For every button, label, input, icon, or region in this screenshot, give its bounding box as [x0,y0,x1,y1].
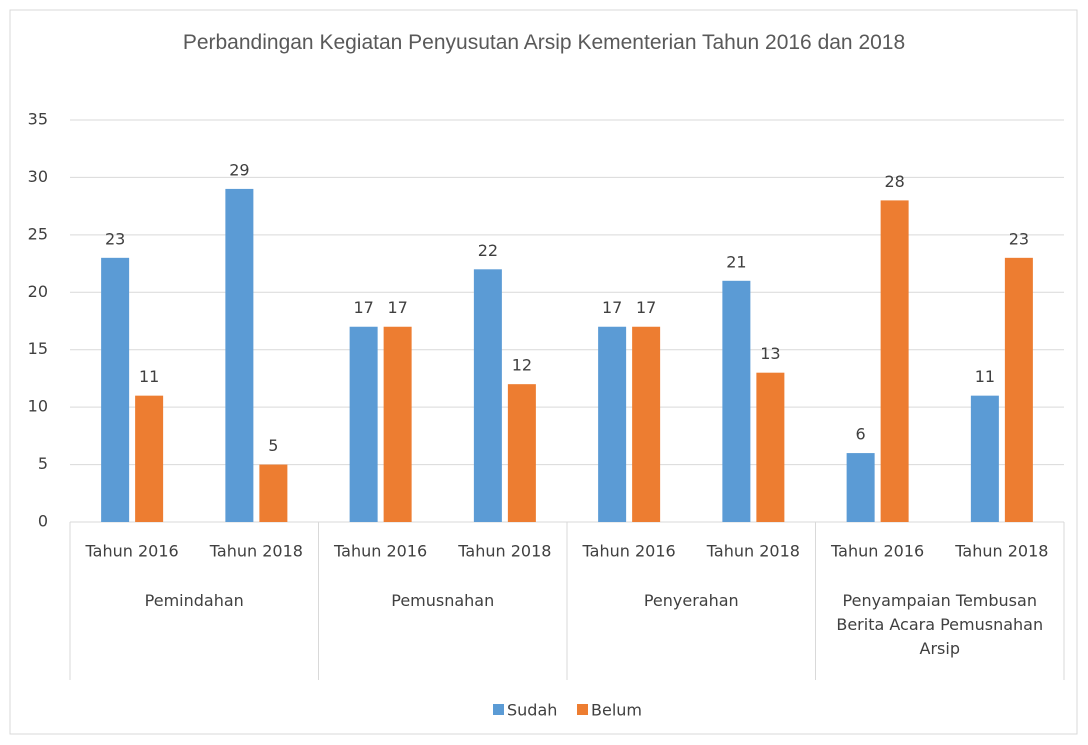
bar [473,269,502,522]
group-label: Pemusnahan [391,591,495,610]
bar [101,257,130,522]
data-label: 17 [636,298,656,317]
data-label: 23 [1009,229,1029,248]
bar [1004,257,1033,522]
data-label: 11 [139,367,159,386]
x-tick-label: Tahun 2018 [954,542,1048,561]
bar [970,395,999,522]
x-tick-label: Tahun 2018 [457,542,551,561]
group-label: Penyampaian Tembusan Berita Acara Pemusn… [836,591,1044,658]
y-tick-label: 30 [28,167,48,186]
x-tick-label: Tahun 2016 [333,542,427,561]
data-label: 17 [353,298,373,317]
bar [846,453,875,522]
y-tick-label: 15 [28,339,48,358]
data-label: 11 [975,367,995,386]
bar [349,326,378,522]
y-tick-label: 35 [28,110,48,129]
group-label: Penyerahan [643,591,739,610]
bar [135,395,164,522]
data-label: 22 [478,241,498,260]
data-label: 17 [387,298,407,317]
y-tick-label: 10 [28,397,48,416]
data-label: 12 [512,356,532,375]
data-label: 21 [726,252,746,271]
legend-label: Belum [591,701,642,720]
x-tick-label: Tahun 2018 [209,542,303,561]
y-tick-label: 25 [28,224,48,243]
bar [722,280,751,522]
chart-title: Perbandingan Kegiatan Penyusutan Arsip K… [182,31,906,54]
bar [507,384,536,522]
data-label: 17 [602,298,622,317]
bar [225,188,254,522]
y-tick-label: 20 [28,282,48,301]
legend-label: Sudah [507,701,557,720]
bar [383,326,412,522]
group-label: Pemindahan [144,591,244,610]
x-tick-label: Tahun 2016 [830,542,924,561]
x-tick-label: Tahun 2018 [706,542,800,561]
x-tick-label: Tahun 2016 [85,542,179,561]
data-label: 29 [229,160,249,179]
data-label: 5 [268,436,278,455]
bar [598,326,627,522]
bar [880,200,909,522]
y-tick-label: 5 [38,454,48,473]
bar [632,326,661,522]
x-tick-label: Tahun 2016 [582,542,676,561]
data-label: 6 [856,425,866,444]
data-label: 28 [884,172,904,191]
bar [756,372,785,522]
y-tick-label: 0 [38,512,48,531]
data-label: 13 [760,344,780,363]
bar [259,464,288,522]
legend-swatch [493,704,504,715]
legend-swatch [577,704,588,715]
data-label: 23 [105,229,125,248]
